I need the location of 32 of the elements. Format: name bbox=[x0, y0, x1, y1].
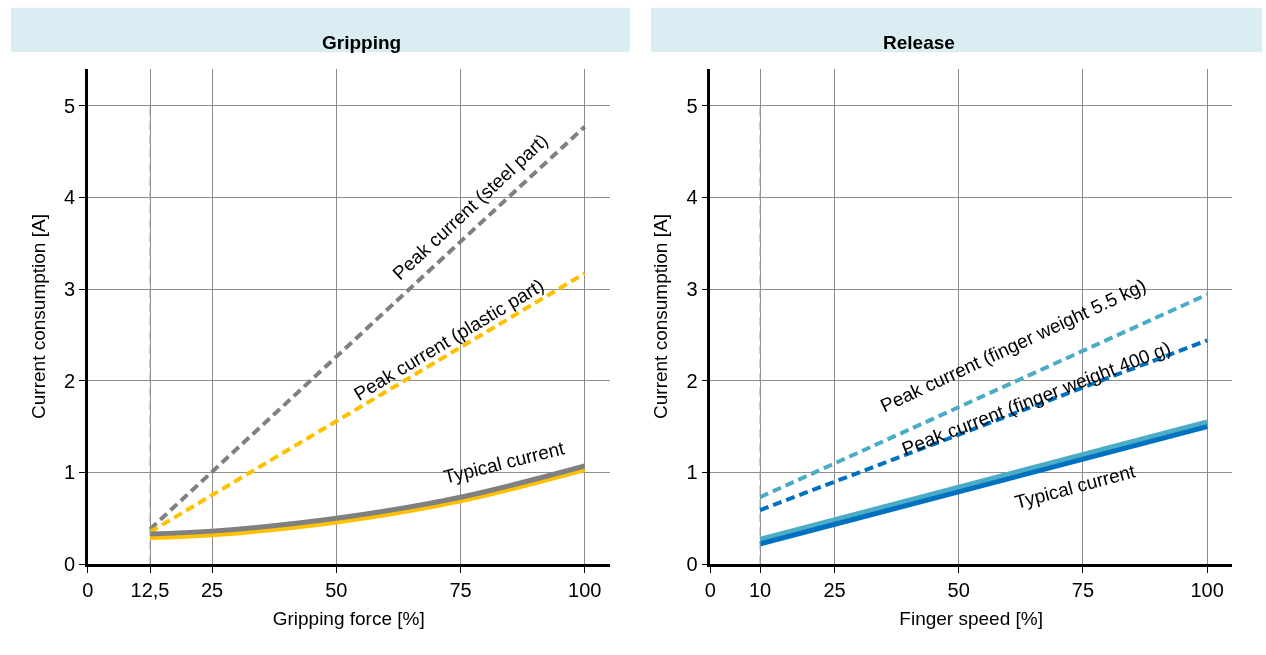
x-axis-title: Finger speed [%] bbox=[899, 607, 1043, 629]
x-tick-label: 75 bbox=[449, 578, 472, 601]
x-tick-label: 0 bbox=[82, 578, 94, 601]
y-tick-label: 4 bbox=[64, 186, 76, 209]
chart-title: Release bbox=[883, 32, 955, 53]
y-tick-label: 1 bbox=[64, 461, 76, 484]
y-tick-label: 0 bbox=[64, 553, 76, 576]
y-axis-title: Current consumption [A] bbox=[27, 214, 49, 419]
x-tick-label: 10 bbox=[748, 578, 772, 601]
x-axis-title: Gripping force [%] bbox=[272, 607, 425, 629]
annotation: Typical current bbox=[1012, 460, 1138, 513]
x-tick-label: 25 bbox=[200, 578, 224, 601]
x-tick-label: 100 bbox=[1190, 578, 1224, 601]
y-tick-label: 5 bbox=[686, 94, 698, 117]
y-tick-label: 5 bbox=[64, 94, 76, 117]
annotation: Typical current bbox=[441, 437, 567, 488]
chart-title: Gripping bbox=[322, 32, 402, 53]
x-tick-label: 0 bbox=[704, 578, 716, 601]
y-axis-title: Current consumption [A] bbox=[650, 214, 672, 419]
x-tick-label: 25 bbox=[823, 578, 846, 601]
y-tick-label: 3 bbox=[686, 278, 698, 301]
y-tick-label: 2 bbox=[64, 369, 76, 392]
y-tick-label: 3 bbox=[64, 278, 76, 301]
x-tick-label: 50 bbox=[325, 578, 348, 601]
y-tick-label: 0 bbox=[686, 553, 698, 576]
x-tick-label: 12,5 bbox=[130, 578, 170, 601]
x-tick-label: 75 bbox=[1071, 578, 1095, 601]
y-tick-label: 2 bbox=[686, 369, 698, 392]
x-tick-label: 50 bbox=[947, 578, 970, 601]
x-tick-label: 100 bbox=[568, 578, 602, 601]
y-tick-label: 4 bbox=[686, 186, 698, 209]
y-tick-label: 1 bbox=[686, 461, 698, 484]
